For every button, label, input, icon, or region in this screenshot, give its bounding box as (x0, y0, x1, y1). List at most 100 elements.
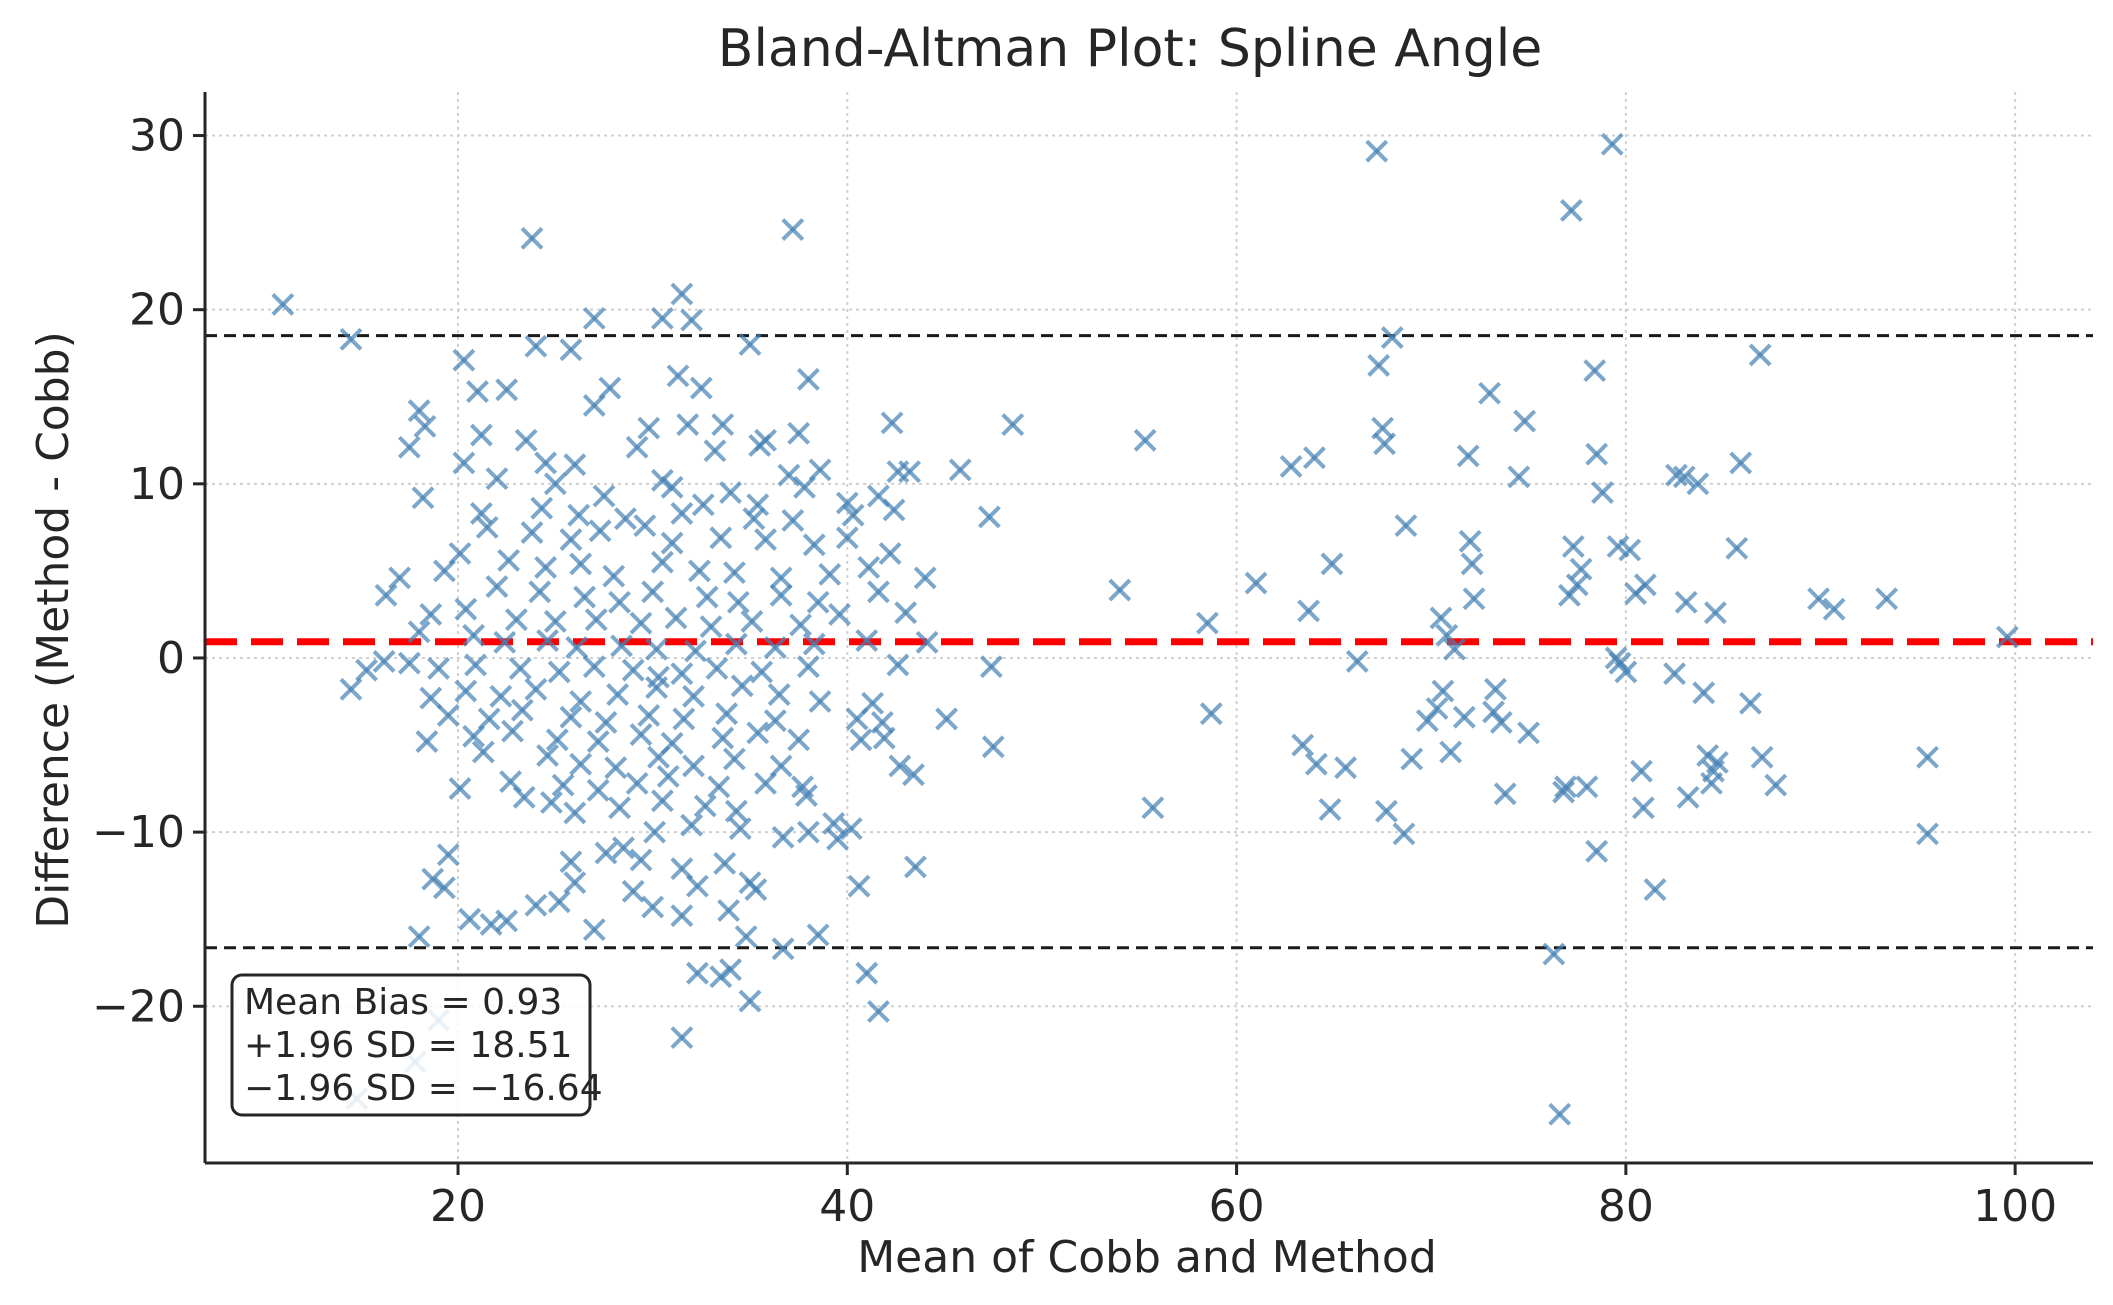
data-point (612, 836, 635, 860)
data-point (867, 1000, 890, 1023)
data-point (569, 552, 593, 576)
data-point (802, 533, 826, 557)
y-axis-label: Difference (Method - Cobb) (28, 331, 79, 929)
data-point (682, 684, 705, 708)
data-point (664, 606, 688, 630)
data-point (604, 756, 628, 780)
data-point (271, 293, 295, 316)
data-point (462, 724, 486, 748)
data-point (656, 764, 680, 788)
data-point (413, 414, 437, 438)
data-point (738, 333, 762, 356)
data-point (1141, 796, 1165, 820)
data-point (563, 871, 587, 895)
data-point (1583, 359, 1607, 383)
data-point (902, 763, 925, 787)
data-point (711, 726, 735, 750)
data-point (407, 399, 431, 423)
data-point (1672, 465, 1696, 489)
data-point (748, 434, 772, 457)
x-tick-label: 40 (819, 1181, 875, 1232)
data-point (1995, 625, 2019, 649)
data-point (594, 841, 618, 865)
data-point (913, 566, 937, 590)
data-point (796, 655, 820, 679)
data-point (1318, 798, 1342, 821)
data-point (650, 789, 674, 813)
data-point (1692, 681, 1716, 705)
data-point (726, 590, 750, 614)
data-point (1807, 587, 1830, 611)
data-point (935, 707, 958, 731)
data-point (898, 460, 922, 484)
data-point (567, 503, 591, 527)
data-point (1458, 529, 1482, 553)
data-point (436, 704, 460, 727)
data-point (485, 467, 509, 491)
data-point (621, 658, 645, 682)
data-point (495, 909, 519, 933)
data-point (1631, 796, 1655, 820)
data-point (1569, 557, 1593, 581)
data-point (857, 556, 881, 579)
data-point (1493, 782, 1517, 806)
data-point (787, 728, 811, 752)
data-point (448, 777, 472, 800)
data-point (789, 613, 813, 637)
data-point (427, 657, 450, 680)
data-point (734, 925, 758, 949)
data-point (1729, 451, 1753, 475)
data-point (534, 556, 558, 579)
data-point (977, 505, 1001, 529)
data-point (547, 890, 571, 914)
stats-box: Mean Bias = 0.93 +1.96 SD = 18.51 −1.96 … (230, 973, 603, 1117)
data-point (586, 730, 610, 753)
x-tick-label: 20 (430, 1181, 486, 1232)
data-point (828, 603, 851, 626)
data-point (559, 705, 583, 729)
data-point (826, 827, 849, 851)
data-point (1614, 660, 1638, 684)
data-point (771, 937, 795, 961)
data-point (1443, 637, 1466, 661)
data-point (849, 728, 873, 752)
data-point (855, 629, 879, 652)
data-point (915, 630, 939, 654)
data-point (1431, 679, 1455, 703)
data-point (1291, 733, 1315, 757)
data-point (660, 531, 684, 555)
data-point (536, 744, 559, 767)
data-point (886, 653, 910, 677)
data-point (1108, 578, 1132, 602)
data-point (948, 458, 972, 482)
data-point (1618, 538, 1642, 562)
data-point (637, 704, 661, 727)
data-point (582, 655, 606, 679)
data-point (867, 580, 890, 604)
data-point (724, 632, 748, 656)
data-point (629, 848, 653, 872)
data-point (1133, 428, 1157, 452)
stat-lower-loa: −1.96 SD = −16.64 (244, 1068, 603, 1109)
data-point (1425, 697, 1449, 720)
data-point (1916, 745, 1939, 769)
data-point (769, 583, 793, 607)
data-point (1748, 343, 1772, 367)
data-point (419, 603, 443, 626)
data-point (608, 590, 631, 614)
data-point (839, 817, 863, 841)
data-point (835, 491, 859, 515)
data-point (728, 817, 752, 841)
data-point (771, 825, 795, 849)
data-point (981, 735, 1005, 759)
data-point (606, 683, 630, 706)
data-point (670, 282, 694, 306)
data-point (855, 961, 879, 985)
data-point (559, 850, 583, 874)
data-point (904, 855, 927, 879)
data-point (569, 690, 593, 713)
stat-mean-bias: Mean Bias = 0.93 (244, 982, 562, 1023)
data-point (781, 508, 805, 532)
data-point (489, 684, 513, 708)
data-point (647, 745, 670, 769)
